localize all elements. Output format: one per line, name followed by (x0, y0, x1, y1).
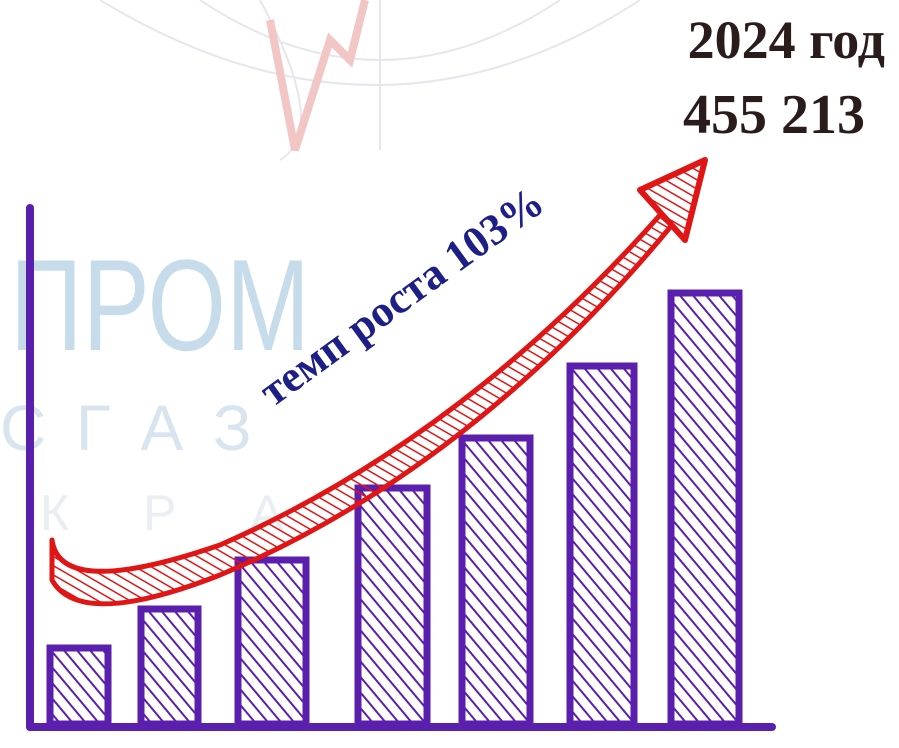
watermark-line: С Г А З (0, 392, 258, 464)
watermark-logo (266, 0, 369, 152)
year-label: 2024 год (688, 10, 885, 70)
bar (667, 289, 743, 728)
bar (354, 484, 431, 728)
bar (234, 556, 310, 728)
watermark-line: ПРОМ (10, 232, 310, 378)
bars (46, 289, 743, 728)
bar (46, 644, 112, 728)
watermark-text: ПРОМ С Г А З К Р А (0, 232, 314, 541)
growth-arrow (49, 157, 708, 607)
bar (566, 362, 638, 728)
bar (458, 434, 534, 728)
watermark-globe (99, 0, 641, 161)
watermark-line: К Р А (40, 485, 314, 541)
bar (137, 605, 202, 728)
total-value: 455 213 (683, 84, 865, 146)
